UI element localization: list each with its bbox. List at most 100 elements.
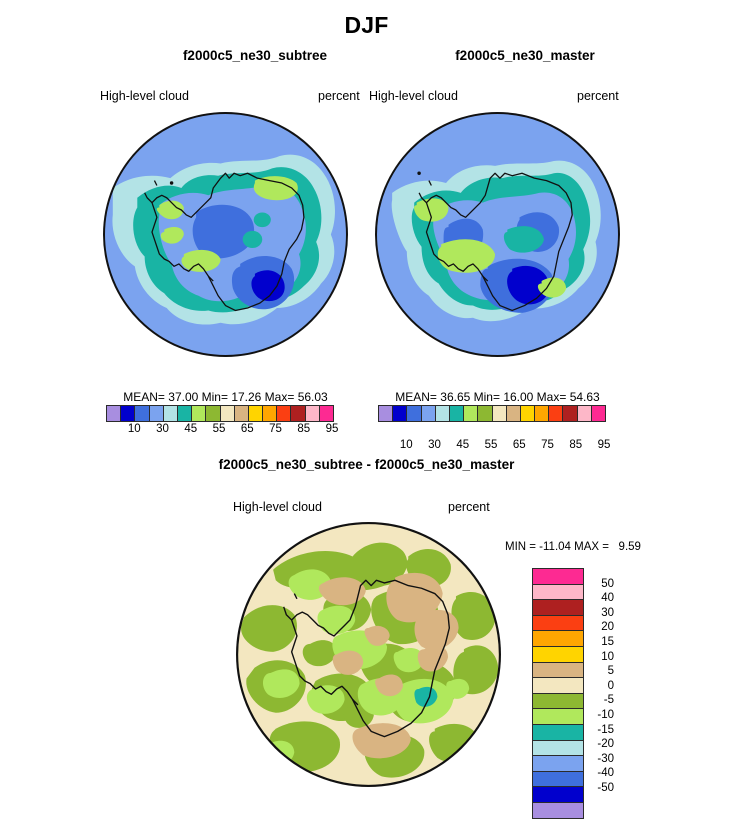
- colorbar-swatch: [532, 786, 584, 802]
- left-variable-label: High-level cloud: [100, 89, 189, 103]
- right-units-label: percent: [577, 89, 619, 103]
- colorbar-swatch: [305, 406, 320, 421]
- colorbar-tick-label: 45: [184, 423, 198, 435]
- colorbar-swatch: [549, 406, 564, 421]
- colorbar-swatch: [421, 406, 436, 421]
- right-panel-title: f2000c5_ne30_master: [455, 48, 595, 63]
- colorbar-swatch: [393, 406, 408, 421]
- colorbar-swatch: [535, 406, 550, 421]
- colorbar-swatch: [532, 614, 584, 631]
- right-variable-label: High-level cloud: [369, 89, 458, 103]
- colorbar-tick-label: -50: [597, 782, 614, 794]
- colorbar-tick-label: 40: [601, 592, 614, 605]
- colorbar-swatch: [177, 406, 193, 421]
- colorbar-left: [106, 405, 334, 422]
- left-panel-title: f2000c5_ne30_subtree: [182, 48, 328, 63]
- colorbar-tick-label: 30: [428, 439, 441, 451]
- diff-panel-title: f2000c5_ne30_subtree - f2000c5_ne30_mast…: [218, 457, 515, 472]
- diff-minmax-label: MIN = -11.04 MAX = 9.59: [505, 541, 641, 553]
- colorbar-tick-label: 0: [607, 679, 614, 692]
- colorbar-swatch: [532, 770, 584, 787]
- colorbar-swatch: [532, 661, 584, 678]
- left-units-label: percent: [318, 89, 360, 103]
- colorbar-tick-label: 85: [569, 439, 583, 451]
- colorbar-tick-label: 85: [297, 423, 311, 435]
- colorbar-tick-label: -40: [597, 767, 614, 780]
- colorbar-swatch: [532, 692, 584, 709]
- colorbar-tick-label: -20: [597, 738, 614, 751]
- colorbar-swatch: [407, 406, 422, 421]
- colorbar-swatch: [277, 406, 292, 421]
- polar-map-master-svg: [375, 112, 620, 357]
- colorbar-tick-label: 30: [156, 423, 169, 435]
- colorbar-tick-label: 55: [484, 439, 498, 451]
- colorbar-swatch: [379, 406, 394, 421]
- right-stats-line: MEAN= 36.65 Min= 16.00 Max= 54.63: [395, 390, 600, 404]
- main-title: DJF: [344, 12, 389, 38]
- colorbar-swatch: [319, 406, 333, 421]
- colorbar-tick-label: 30: [601, 606, 614, 619]
- colorbar-right: [378, 405, 606, 422]
- colorbar-swatch: [532, 801, 584, 819]
- colorbar-tick-label: 15: [601, 636, 614, 648]
- colorbar-swatch: [135, 406, 150, 421]
- polar-map-subtree: [103, 112, 348, 357]
- colorbar-swatch: [149, 406, 164, 421]
- colorbar-swatch: [532, 583, 584, 600]
- left-stats-line: MEAN= 37.00 Min= 17.26 Max= 56.03: [123, 390, 328, 404]
- colorbar-swatch: [248, 406, 264, 421]
- colorbar-swatch: [591, 406, 605, 421]
- colorbar-swatch: [220, 406, 235, 421]
- colorbar-tick-label: 75: [269, 423, 282, 435]
- colorbar-tick-label: 45: [456, 439, 470, 451]
- colorbar-swatch: [520, 406, 536, 421]
- colorbar-swatch: [532, 630, 584, 646]
- colorbar-swatch: [532, 677, 584, 693]
- colorbar-tick-label: 95: [325, 423, 339, 435]
- colorbar-swatch: [532, 568, 584, 584]
- colorbar-swatch: [532, 739, 584, 756]
- colorbar-tick-label: 10: [399, 439, 413, 451]
- colorbar-left-ticks: 10 30 45 55 65 75 85 95: [106, 423, 339, 439]
- polar-map-difference-svg: [236, 522, 501, 787]
- colorbar-difference: [532, 568, 584, 819]
- colorbar-tick-label: 65: [512, 439, 526, 451]
- colorbar-tick-label: 10: [601, 650, 614, 663]
- colorbar-tick-label: 5: [607, 665, 614, 678]
- colorbar-swatch: [532, 723, 584, 740]
- colorbar-swatch: [206, 406, 221, 421]
- polar-map-master: [375, 112, 620, 357]
- colorbar-swatch: [506, 406, 521, 421]
- colorbar-swatch: [121, 406, 136, 421]
- colorbar-tick-label: -5: [603, 694, 614, 707]
- colorbar-swatch: [563, 406, 578, 421]
- colorbar-swatch: [192, 406, 207, 421]
- colorbar-swatch: [435, 406, 450, 421]
- colorbar-tick-label: -15: [597, 723, 614, 736]
- colorbar-tick-label: 65: [240, 423, 254, 435]
- colorbar-swatch: [532, 755, 584, 771]
- colorbar-swatch: [291, 406, 306, 421]
- colorbar-tick-label: 55: [212, 423, 226, 435]
- colorbar-swatch: [234, 406, 249, 421]
- colorbar-swatch: [532, 645, 584, 662]
- colorbar-swatch: [107, 406, 122, 421]
- colorbar-tick-label: 10: [127, 423, 141, 435]
- polar-map-difference: [236, 522, 501, 787]
- diff-units-label: percent: [448, 500, 490, 514]
- colorbar-swatch: [532, 708, 584, 724]
- colorbar-right-ticks: 10 30 45 55 65 75 85 95: [378, 439, 611, 455]
- colorbar-swatch: [449, 406, 465, 421]
- colorbar-swatch: [492, 406, 507, 421]
- colorbar-difference-ticks: 50 40 30 20 15 10 5 0 -5 -10 -15 -20 -30 -40 -50: [588, 568, 628, 802]
- colorbar-tick-label: -30: [597, 752, 614, 765]
- polar-map-subtree-svg: [103, 112, 348, 357]
- colorbar-swatch: [532, 599, 584, 615]
- colorbar-tick-label: 75: [541, 439, 554, 451]
- colorbar-swatch: [263, 406, 278, 421]
- colorbar-swatch: [577, 406, 592, 421]
- colorbar-swatch: [464, 406, 479, 421]
- colorbar-tick-label: -10: [597, 709, 614, 721]
- colorbar-swatch: [163, 406, 178, 421]
- colorbar-tick-label: 20: [601, 621, 614, 634]
